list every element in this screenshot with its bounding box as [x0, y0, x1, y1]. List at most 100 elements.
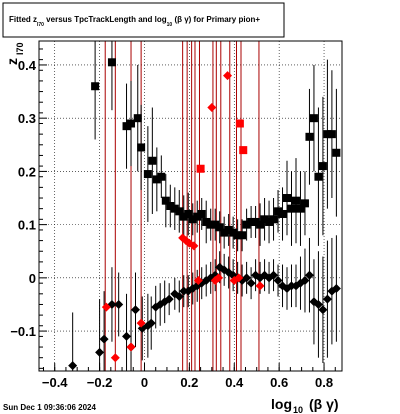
x-axis-label: log 10 (β γ) — [271, 396, 339, 414]
y-tick-label: 0.1 — [18, 218, 36, 233]
data-point-square — [122, 122, 131, 131]
data-point-diamond — [223, 71, 233, 81]
data-point-square — [229, 228, 238, 237]
data-point-square — [274, 207, 283, 216]
data-point-square — [305, 132, 314, 141]
data-point-diamond — [136, 318, 146, 328]
data-point-diamond — [101, 302, 111, 312]
data-point-square — [197, 209, 206, 218]
data-point-square — [206, 220, 215, 229]
chart-title: Fitted zI70 versus TpcTrackLength and lo… — [9, 15, 260, 28]
svg-text:log: log — [271, 396, 292, 412]
data-point-square — [188, 215, 197, 224]
data-point-square — [242, 220, 251, 229]
data-point-square — [327, 130, 336, 139]
data-point-square — [269, 215, 278, 224]
data-point-square — [314, 172, 323, 181]
data-point-square — [91, 82, 100, 91]
svg-text:z: z — [4, 58, 20, 65]
data-point-square — [196, 164, 205, 173]
data-point-square — [220, 228, 229, 237]
data-point-square — [157, 172, 166, 181]
data-point-square — [193, 212, 202, 221]
data-point-diamond — [322, 294, 332, 304]
data-point-square — [291, 196, 300, 205]
data-point-square — [152, 175, 161, 184]
data-point-square — [235, 119, 244, 128]
data-point-diamond — [207, 103, 217, 113]
y-axis-label: z I70 — [4, 42, 25, 65]
x-tick-label: 0.6 — [270, 375, 288, 390]
y-tick-label: −0.1 — [10, 324, 36, 339]
data-point-square — [309, 114, 318, 123]
data-point-square — [127, 119, 136, 128]
data-point-diamond — [126, 342, 136, 352]
y-tick-label: 0.4 — [18, 58, 37, 73]
data-point-square — [143, 170, 152, 179]
data-point-diamond — [193, 276, 203, 286]
data-point-diamond — [242, 273, 252, 283]
data-point-diamond — [234, 273, 244, 283]
data-point-diamond — [174, 291, 184, 301]
data-point-diamond — [164, 294, 174, 304]
data-point-square — [166, 202, 175, 210]
data-point-diamond — [246, 278, 256, 288]
data-point-diamond — [214, 273, 224, 283]
data-point-square — [148, 156, 157, 165]
data-point-square — [260, 215, 269, 224]
data-point-square — [283, 194, 292, 203]
data-point-diamond — [251, 270, 261, 280]
data-point-square — [179, 212, 188, 221]
data-point-square — [175, 207, 184, 216]
data-point-square — [296, 204, 305, 213]
data-point-square — [251, 217, 260, 226]
x-tick-label: −0.4 — [42, 375, 68, 390]
svg-text:(β γ): (β γ) — [309, 396, 339, 412]
timestamp: Sun Dec 1 09:36:06 2024 — [3, 403, 96, 412]
data-point-square — [239, 146, 248, 155]
data-point-diamond — [131, 305, 141, 315]
data-point-diamond — [146, 318, 156, 328]
svg-text:10: 10 — [293, 405, 303, 414]
vlines — [104, 41, 260, 371]
data-point-square — [265, 217, 274, 226]
x-tick-label: 0.8 — [315, 375, 333, 390]
data-point-square — [278, 209, 287, 218]
data-point-square — [318, 162, 327, 171]
data-point-square — [332, 148, 341, 157]
data-point-square — [161, 196, 170, 205]
data-point-diamond — [331, 284, 341, 293]
data-point-diamond — [255, 281, 265, 291]
data-point-square — [287, 204, 296, 213]
tick-labels: −0.4 −0.2 0 0.2 0.4 0.6 0.8 −0.1 0 0.1 0.2 0.3 0.4 — [10, 58, 333, 390]
plot-frame — [38, 40, 343, 372]
data-point-diamond — [273, 276, 283, 286]
data-point-square — [215, 223, 224, 232]
data-point-square — [184, 209, 193, 218]
markers — [68, 58, 341, 371]
data-point-square — [247, 217, 256, 226]
data-point-diamond — [110, 353, 120, 363]
svg-text:I70: I70 — [15, 42, 25, 55]
data-point-square — [107, 58, 116, 67]
data-point-diamond — [300, 276, 310, 286]
y-tick-label: 0 — [29, 271, 36, 286]
data-point-diamond — [189, 241, 199, 251]
data-point-square — [300, 199, 309, 208]
data-point-diamond — [269, 270, 279, 280]
data-point-diamond — [95, 347, 105, 357]
data-point-square — [238, 231, 247, 240]
data-point-diamond — [122, 331, 132, 341]
data-point-diamond — [99, 334, 109, 344]
data-point-square — [133, 114, 142, 123]
data-point-square — [202, 217, 211, 226]
data-point-diamond — [318, 305, 328, 315]
data-point-diamond — [68, 361, 78, 371]
data-point-diamond — [114, 299, 124, 309]
x-tick-label: −0.2 — [87, 375, 113, 390]
data-point-square — [256, 220, 265, 229]
y-tick-label: 0.2 — [18, 164, 36, 179]
axis-ticks — [39, 48, 336, 371]
data-point-square — [211, 220, 220, 229]
data-point-square — [233, 231, 242, 240]
